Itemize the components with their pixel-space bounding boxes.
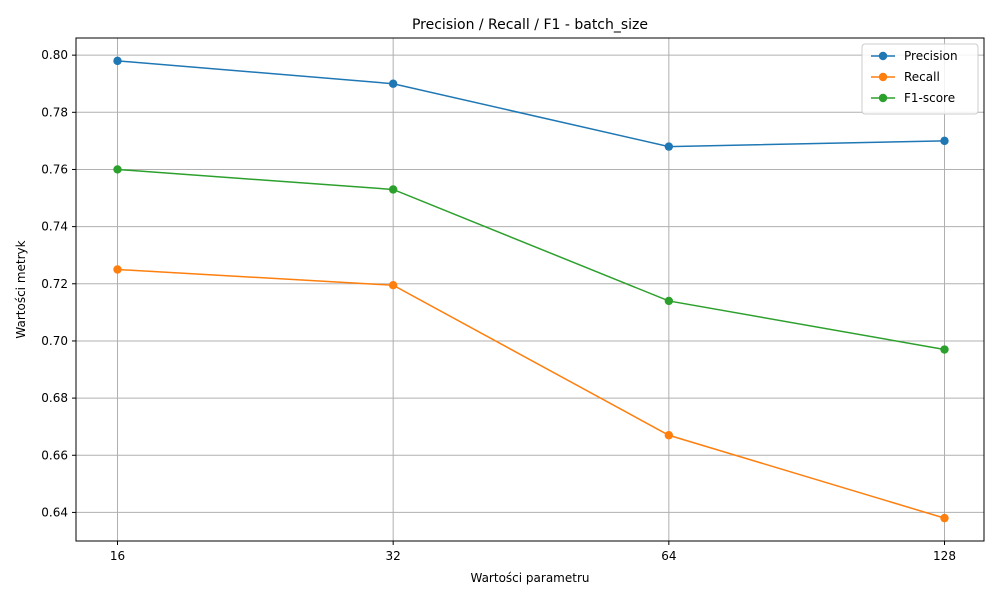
legend-label-f1-score: F1-score [904,91,955,105]
data-point-precision [940,136,949,146]
x-tick-label: 32 [386,549,401,563]
data-point-recall [113,265,122,274]
x-tick-label: 64 [661,549,676,563]
y-tick-label: 0.76 [41,162,68,176]
legend-label-recall: Recall [904,70,940,84]
data-point-precision [664,142,674,151]
y-tick-label: 0.68 [41,391,68,405]
x-axis-label: Wartości parametru [470,571,589,585]
y-tick-label: 0.80 [41,48,68,62]
y-tick-label: 0.74 [41,220,68,234]
plot-frame [75,37,985,542]
y-axis-label: Wartości metryk [14,240,28,338]
legend-marker-precision [878,51,888,61]
legend: Precision Recall F1-score [861,43,979,115]
legend-box [861,43,979,115]
x-axis-ticks: 16 32 64 128 [110,541,956,563]
data-point-recall [940,513,949,523]
legend-label-precision: Precision [904,49,958,63]
x-tick-label: 16 [110,549,125,563]
y-tick-label: 0.72 [41,277,68,291]
legend-marker-recall [878,72,888,82]
data-point-f1-score [664,296,674,306]
series-line-f1-score [117,168,945,351]
chart-title: Precision / Recall / F1 - batch_size [412,17,648,33]
data-point-f1-score [388,185,398,194]
grid [76,38,984,541]
y-axis-ticks: 0.64 0.66 0.68 0.70 0.72 0.74 0.76 0.78 0.80 [41,48,76,519]
series-group [113,56,949,523]
legend-marker-f1-score [878,93,888,103]
data-point-precision [113,56,122,66]
y-tick-label: 0.64 [41,505,68,519]
data-point-recall [388,281,398,290]
data-point-precision [388,79,398,88]
y-tick-label: 0.78 [41,105,68,119]
y-tick-label: 0.66 [41,448,68,462]
y-tick-label: 0.70 [41,334,68,348]
data-point-f1-score [940,345,949,354]
series-line-precision [117,60,945,148]
data-point-f1-score [113,165,122,174]
series-line-recall [117,268,945,519]
x-tick-label: 128 [933,549,956,563]
data-point-recall [664,431,674,440]
